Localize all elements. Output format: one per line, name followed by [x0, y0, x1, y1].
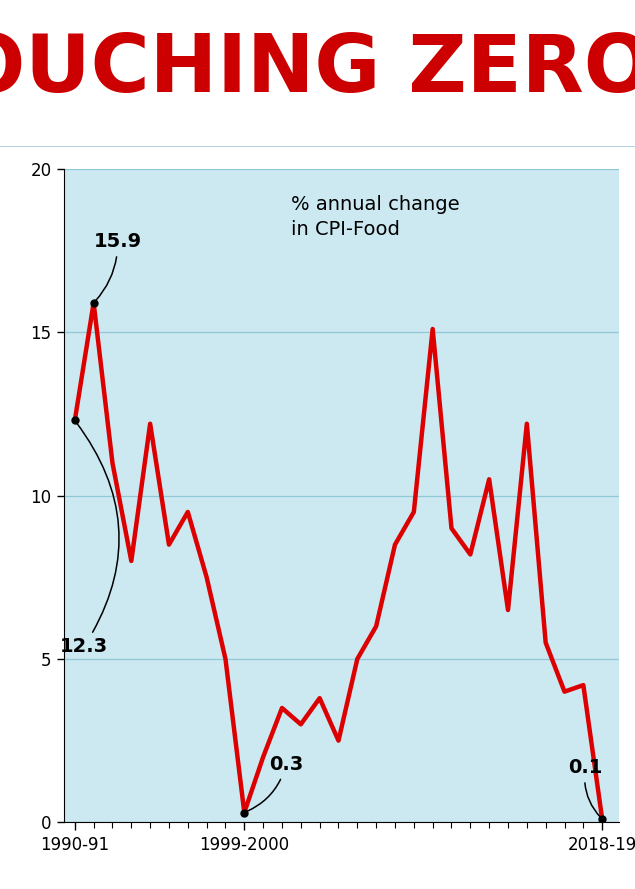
Text: 0.3: 0.3	[247, 755, 303, 812]
Text: 12.3: 12.3	[60, 422, 119, 656]
Text: 15.9: 15.9	[93, 232, 142, 300]
Text: % annual change
in CPI-Food: % annual change in CPI-Food	[291, 195, 460, 239]
Text: 0.1: 0.1	[568, 758, 603, 817]
Text: TOUCHING ZERO%: TOUCHING ZERO%	[0, 31, 635, 109]
